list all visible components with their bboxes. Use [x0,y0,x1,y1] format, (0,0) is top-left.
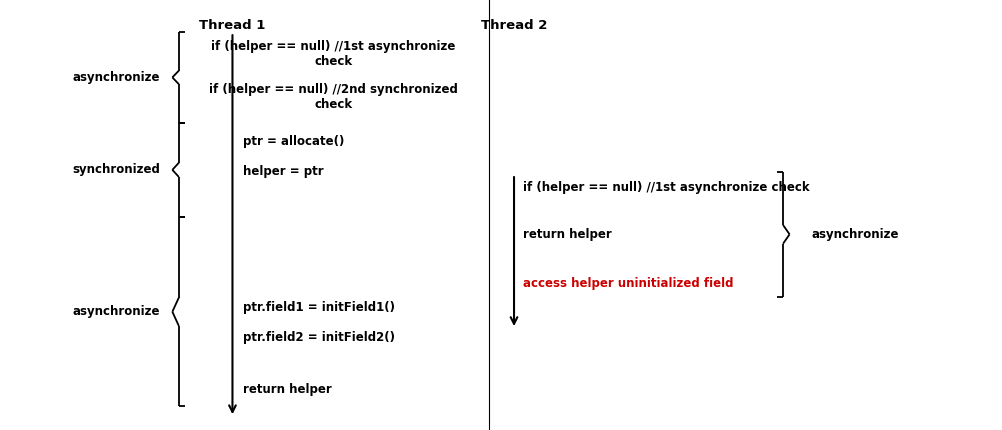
Text: access helper uninitialized field: access helper uninitialized field [523,277,733,290]
Text: ptr = allocate(): ptr = allocate() [243,135,345,148]
Text: return helper: return helper [523,228,612,241]
Text: asynchronize: asynchronize [73,71,160,84]
Text: if (helper == null) //1st asynchronize check: if (helper == null) //1st asynchronize c… [523,181,810,194]
Text: if (helper == null) //1st asynchronize
check: if (helper == null) //1st asynchronize c… [211,40,456,68]
Text: ptr.field1 = initField1(): ptr.field1 = initField1() [243,301,396,314]
Text: asynchronize: asynchronize [812,228,899,241]
Text: Thread 1: Thread 1 [199,19,266,32]
Text: asynchronize: asynchronize [73,305,160,318]
Text: Thread 2: Thread 2 [481,19,547,32]
Text: return helper: return helper [243,383,333,396]
Text: synchronized: synchronized [72,163,160,176]
Text: helper = ptr: helper = ptr [243,166,324,178]
Text: ptr.field2 = initField2(): ptr.field2 = initField2() [243,331,396,344]
Text: if (helper == null) //2nd synchronized
check: if (helper == null) //2nd synchronized c… [209,83,458,111]
